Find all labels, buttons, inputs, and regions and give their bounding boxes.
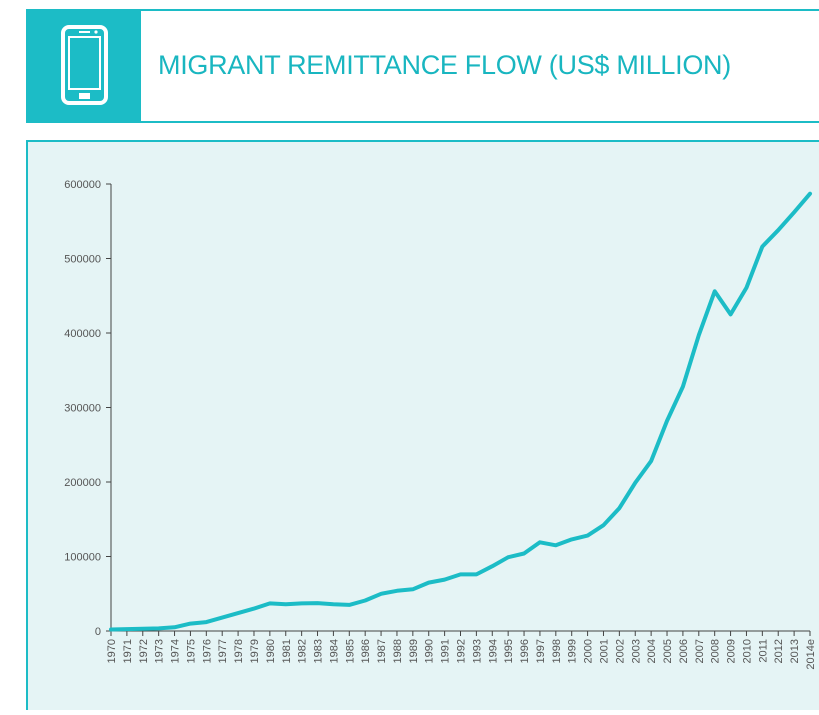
x-tick-label: 1973 (154, 639, 166, 663)
x-tick-label: 1995 (503, 639, 515, 663)
page-title: MIGRANT REMITTANCE FLOW (US$ MILLION) (158, 50, 731, 81)
x-tick-label: 2005 (662, 639, 674, 663)
x-tick-label: 1970 (106, 639, 118, 663)
x-tick-label: 1998 (551, 639, 563, 663)
x-tick-label: 1972 (138, 639, 150, 663)
x-tick-label: 2007 (694, 639, 706, 663)
x-tick-label: 2000 (583, 639, 595, 663)
x-tick-label: 2006 (678, 639, 690, 663)
smartphone-icon (26, 9, 141, 123)
x-tick-label: 1979 (249, 639, 261, 663)
y-tick-label: 200000 (64, 477, 101, 489)
y-tick-label: 0 (95, 626, 101, 638)
x-tick-label: 1978 (233, 639, 245, 663)
x-tick-label: 2003 (630, 639, 642, 663)
y-tick-label: 400000 (64, 328, 101, 340)
x-tick-label: 1975 (185, 639, 197, 663)
chart-panel: 0 100000 200000 300000 400000 500000 600000 19… (26, 140, 819, 710)
x-tick-label: 2013 (789, 639, 801, 663)
x-tick-label: 2009 (726, 639, 738, 663)
x-tick-label: 1971 (122, 639, 134, 663)
x-tick-label: 1997 (535, 639, 547, 663)
x-tick-label: 1987 (376, 639, 388, 663)
x-tick-label: 1985 (344, 639, 356, 663)
x-tick-label: 1988 (392, 639, 404, 663)
header-icon-block (26, 9, 141, 123)
x-tick-label: 1974 (170, 639, 182, 663)
x-tick-label: 2014e (805, 639, 817, 670)
x-tick-label: 1986 (360, 639, 372, 663)
header-bottom-rule (141, 121, 819, 123)
x-tick-label: 2001 (598, 639, 610, 663)
x-tick-label: 2002 (614, 639, 626, 663)
x-tick-label: 1976 (201, 639, 213, 663)
x-tick-label: 2004 (646, 639, 658, 663)
x-tick-label: 1994 (487, 639, 499, 663)
x-tick-label: 1989 (408, 639, 420, 663)
y-tick-label: 100000 (64, 552, 101, 564)
x-tick-label: 1977 (217, 639, 229, 663)
x-tick-label: 2008 (710, 639, 722, 663)
header-top-rule (141, 9, 819, 11)
y-tick-label: 300000 (64, 403, 101, 415)
x-tick-label: 1990 (424, 639, 436, 663)
x-tick-label: 1991 (440, 639, 452, 663)
x-tick-label: 2012 (773, 639, 785, 663)
y-tick-label: 600000 (64, 179, 101, 191)
series-line (111, 194, 810, 630)
x-tick-label: 2011 (757, 639, 769, 663)
y-tick-label: 500000 (64, 254, 101, 266)
x-tick-label: 1983 (313, 639, 325, 663)
x-tick-label: 1993 (471, 639, 483, 663)
x-tick-label: 1980 (265, 639, 277, 663)
x-tick-label: 1984 (328, 639, 340, 663)
remittance-line-chart: 0 100000 200000 300000 400000 500000 600000 19… (28, 142, 819, 710)
x-tick-label: 1996 (519, 639, 531, 663)
x-tick-label: 1982 (297, 639, 309, 663)
x-tick-label: 1981 (281, 639, 293, 663)
x-tick-label: 1999 (567, 639, 579, 663)
x-tick-label: 1992 (456, 639, 468, 663)
x-tick-label: 2010 (741, 639, 753, 663)
